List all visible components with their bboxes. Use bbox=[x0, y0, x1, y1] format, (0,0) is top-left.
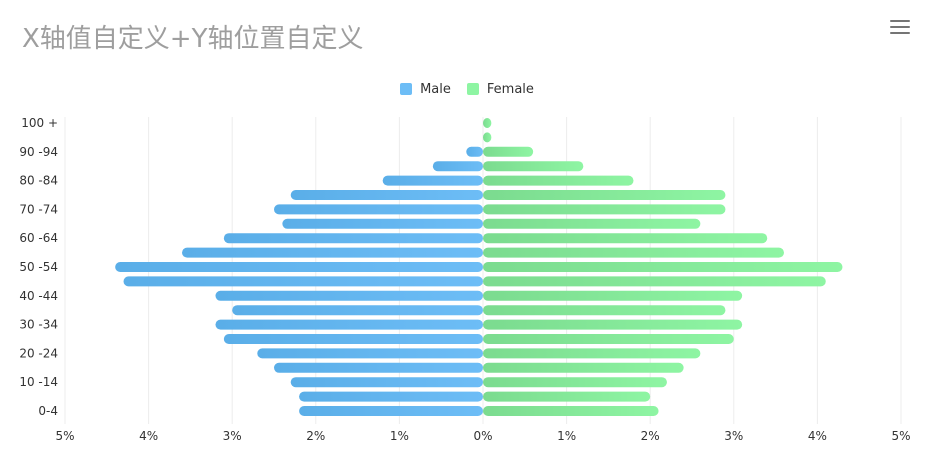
bar-male[interactable] bbox=[223, 334, 483, 344]
bar-female[interactable] bbox=[483, 406, 659, 416]
y-tick-label: 20 -24 bbox=[19, 346, 58, 360]
hamburger-menu-icon[interactable] bbox=[890, 20, 910, 36]
bar-male[interactable] bbox=[274, 204, 483, 215]
y-tick-label: 70 -74 bbox=[19, 202, 58, 216]
bar-male[interactable] bbox=[115, 262, 483, 272]
legend-swatch-female bbox=[466, 83, 479, 95]
legend-swatch-male bbox=[400, 83, 413, 95]
bar-male[interactable] bbox=[290, 377, 483, 388]
legend: Male Female bbox=[0, 80, 934, 98]
legend-item-female[interactable]: Female bbox=[466, 80, 534, 98]
bar-female[interactable] bbox=[483, 175, 634, 186]
x-tick-label: 0% bbox=[473, 429, 492, 443]
y-tick-label: 40 -44 bbox=[19, 289, 58, 303]
y-tick-label: 80 -84 bbox=[19, 174, 58, 188]
y-tick-label: 10 -14 bbox=[19, 375, 58, 389]
x-tick-label: 2% bbox=[306, 429, 325, 443]
bar-female[interactable] bbox=[483, 391, 651, 402]
x-tick-label: 4% bbox=[139, 429, 158, 443]
bar-male[interactable] bbox=[299, 391, 483, 402]
x-tick-label: 1% bbox=[390, 429, 409, 443]
bar-female[interactable] bbox=[483, 348, 701, 359]
bar-female[interactable] bbox=[483, 290, 743, 301]
x-tick-label: 4% bbox=[808, 429, 827, 443]
bar-male[interactable] bbox=[299, 406, 483, 416]
bar-male[interactable] bbox=[123, 276, 484, 287]
y-tick-label: 50 -54 bbox=[19, 260, 58, 274]
bar-female[interactable] bbox=[483, 334, 734, 344]
bar-male[interactable] bbox=[432, 161, 483, 172]
bar-male[interactable] bbox=[466, 146, 483, 157]
bar-male[interactable] bbox=[274, 362, 483, 373]
bar-female[interactable] bbox=[483, 262, 843, 272]
bar-female[interactable] bbox=[483, 305, 726, 316]
bar-female[interactable] bbox=[483, 132, 492, 143]
bar-female[interactable] bbox=[483, 276, 826, 287]
x-tick-label: 5% bbox=[55, 429, 74, 443]
x-tick-label: 2% bbox=[641, 429, 660, 443]
y-tick-label: 60 -64 bbox=[19, 231, 58, 245]
y-tick-label: 30 -34 bbox=[19, 318, 58, 332]
bar-female[interactable] bbox=[483, 204, 726, 215]
bar-female[interactable] bbox=[483, 190, 726, 200]
x-tick-label: 3% bbox=[223, 429, 242, 443]
legend-label-female: Female bbox=[486, 81, 534, 97]
bar-male[interactable] bbox=[257, 348, 483, 359]
bar-female[interactable] bbox=[483, 377, 667, 388]
y-tick-label: 90 -94 bbox=[19, 145, 58, 159]
x-tick-label: 3% bbox=[724, 429, 743, 443]
x-tick-label: 5% bbox=[891, 429, 910, 443]
bar-female[interactable] bbox=[483, 319, 743, 330]
bar-female[interactable] bbox=[483, 218, 701, 229]
bar-male[interactable] bbox=[182, 247, 484, 258]
chart-title: X轴值自定义+Y轴位置自定义 bbox=[22, 24, 364, 54]
bar-female[interactable] bbox=[483, 362, 684, 373]
legend-label-male: Male bbox=[420, 81, 451, 97]
y-tick-label: 100 + bbox=[21, 116, 58, 130]
bar-female[interactable] bbox=[483, 118, 492, 128]
bar-female[interactable] bbox=[483, 247, 784, 258]
legend-item-male[interactable]: Male bbox=[400, 80, 451, 98]
bar-male[interactable] bbox=[282, 218, 483, 229]
bar-male[interactable] bbox=[215, 290, 484, 301]
bar-male[interactable] bbox=[232, 305, 483, 316]
bar-male[interactable] bbox=[290, 190, 483, 200]
bar-male[interactable] bbox=[223, 233, 483, 244]
bar-female[interactable] bbox=[483, 161, 584, 172]
bar-male[interactable] bbox=[215, 319, 484, 330]
bar-female[interactable] bbox=[483, 233, 768, 244]
bar-female[interactable] bbox=[483, 146, 534, 157]
x-tick-label: 1% bbox=[557, 429, 576, 443]
y-tick-label: 0-4 bbox=[38, 404, 58, 418]
bar-male[interactable] bbox=[382, 175, 483, 186]
